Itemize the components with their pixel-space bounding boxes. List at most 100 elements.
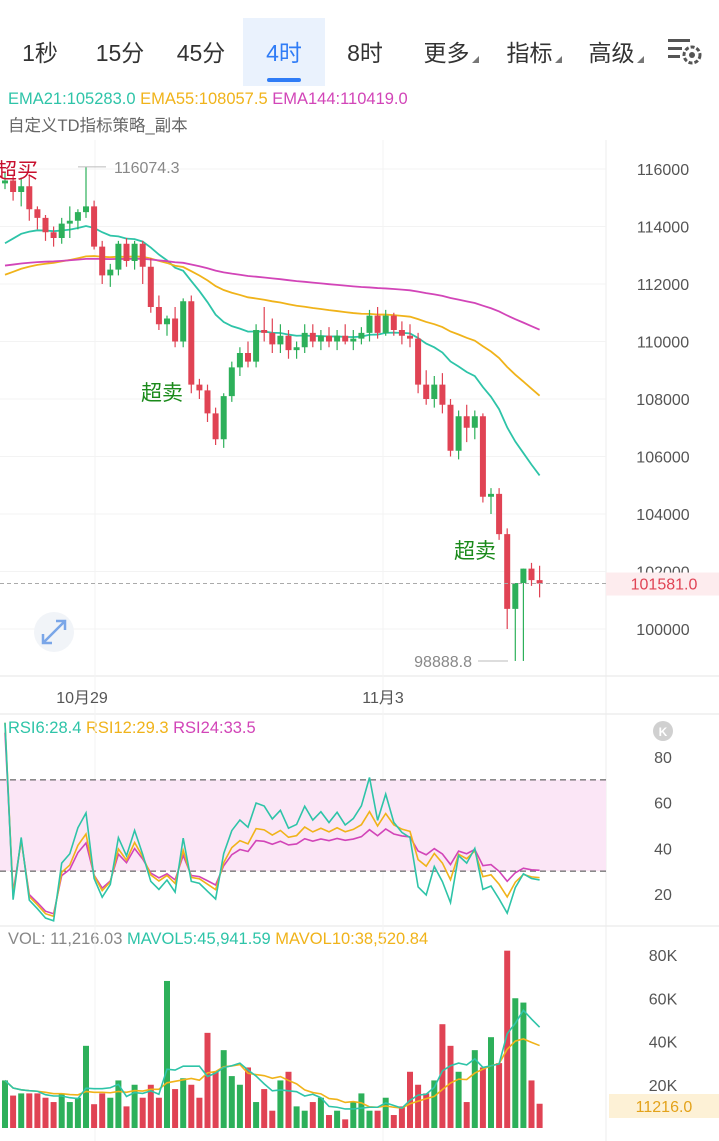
volume-bar bbox=[488, 1037, 494, 1128]
candle-body bbox=[91, 206, 98, 247]
volume-bar bbox=[447, 1045, 454, 1128]
volume-bar bbox=[504, 950, 511, 1128]
candle-body bbox=[528, 568, 535, 581]
time-axis-label: 10月29 bbox=[56, 690, 108, 707]
volume-bar bbox=[10, 1095, 17, 1128]
volume-bar bbox=[350, 1102, 357, 1128]
timeframe-tabs: 1秒 15分 45分 4时 8时 更多 指标 高级 bbox=[0, 18, 719, 86]
volume-bar bbox=[358, 1093, 365, 1128]
candle-body bbox=[131, 243, 138, 261]
rsi24-value: RSI24:33.5 bbox=[173, 719, 256, 737]
candle-body bbox=[366, 315, 373, 333]
tab-indicators[interactable]: 指标 bbox=[494, 18, 574, 86]
candle-body bbox=[58, 223, 65, 238]
volume-bar bbox=[123, 1106, 130, 1128]
candle-body bbox=[536, 580, 543, 584]
candle-body bbox=[83, 206, 89, 213]
candle-body bbox=[431, 384, 438, 399]
volume-bar bbox=[342, 1119, 349, 1128]
dropdown-triangle-icon bbox=[554, 56, 562, 63]
volume-bar bbox=[374, 1110, 381, 1128]
dropdown-triangle-icon bbox=[471, 56, 479, 63]
candle-body bbox=[463, 416, 470, 428]
volume-bar bbox=[58, 1093, 65, 1128]
volume-bar bbox=[512, 998, 519, 1128]
vol-tick-label: 40K bbox=[649, 1035, 678, 1052]
strategy-name: 自定义TD指标策略_副本 bbox=[8, 117, 188, 135]
volume-bar bbox=[115, 1080, 122, 1128]
candle-body bbox=[245, 353, 251, 362]
volume-bar bbox=[91, 1104, 98, 1128]
rsi-tick-label: 20 bbox=[654, 887, 672, 904]
rsi-tick-label: 80 bbox=[654, 750, 672, 767]
ema144-line bbox=[4, 257, 540, 331]
volume-bar bbox=[26, 1093, 33, 1128]
candle-body bbox=[66, 220, 73, 224]
candle-body bbox=[164, 318, 170, 325]
oversold-signal: 超卖 bbox=[141, 382, 183, 405]
tab-label: 8时 bbox=[347, 40, 383, 66]
volume-bar bbox=[455, 1071, 462, 1128]
tab-8h[interactable]: 8时 bbox=[325, 18, 405, 86]
candle-body bbox=[26, 186, 33, 210]
candle-body bbox=[447, 404, 454, 451]
volume-bar bbox=[261, 1089, 268, 1128]
dropdown-triangle-icon bbox=[636, 56, 644, 63]
tab-45m[interactable]: 45分 bbox=[160, 18, 242, 86]
volume-bar bbox=[34, 1093, 41, 1128]
candle-body bbox=[236, 353, 243, 368]
volume-bar bbox=[269, 1110, 276, 1128]
candle-body bbox=[212, 413, 219, 440]
volume-bar bbox=[188, 1084, 195, 1128]
mavol10-value: MAVOL10:38,520.84 bbox=[275, 930, 429, 948]
ema55-value: EMA55:108057.5 bbox=[140, 90, 268, 108]
tab-1s[interactable]: 1秒 bbox=[0, 18, 80, 86]
candle-body bbox=[10, 180, 17, 192]
candle-body bbox=[358, 332, 365, 339]
candle-body bbox=[415, 338, 422, 385]
tab-advanced[interactable]: 高级 bbox=[576, 18, 656, 86]
candle-body bbox=[99, 246, 106, 276]
candle-body bbox=[455, 416, 462, 451]
candle-body bbox=[123, 243, 130, 261]
price-tick-label: 110000 bbox=[637, 335, 689, 352]
candle-body bbox=[277, 335, 284, 345]
candle-body bbox=[139, 243, 146, 267]
candle-body bbox=[512, 583, 519, 609]
candle-body bbox=[172, 318, 179, 342]
volume-bar bbox=[74, 1097, 81, 1128]
vol-tick-label: 80K bbox=[649, 948, 678, 965]
vol-legend: VOL: 11,216.03 MAVOL5:45,941.59 MAVOL10:… bbox=[8, 930, 428, 949]
candle-body bbox=[326, 335, 332, 342]
candle-body bbox=[180, 301, 187, 342]
volume-bar bbox=[496, 1063, 503, 1128]
vol-tick-label: 60K bbox=[649, 991, 678, 1008]
candle-body bbox=[293, 347, 300, 351]
candle-body bbox=[342, 335, 349, 342]
candle-body bbox=[107, 269, 114, 276]
candle-body bbox=[407, 335, 413, 339]
candle-body bbox=[196, 384, 203, 391]
volume-bar bbox=[147, 1084, 154, 1128]
tab-15m[interactable]: 15分 bbox=[80, 18, 160, 86]
volume-bar bbox=[326, 1115, 332, 1128]
tab-label: 指标 bbox=[506, 40, 553, 66]
tab-more[interactable]: 更多 bbox=[410, 18, 492, 86]
expand-icon[interactable] bbox=[34, 612, 74, 652]
volume-bar bbox=[204, 1032, 211, 1128]
volume-bar bbox=[520, 1002, 527, 1128]
low-marker-label: 98888.8 bbox=[414, 654, 472, 671]
rsi6-value: RSI6:28.4 bbox=[8, 719, 82, 737]
candle-body bbox=[2, 180, 8, 184]
volume-bar bbox=[285, 1071, 292, 1128]
current-price-label: 101581.0 bbox=[631, 577, 698, 594]
candle-body bbox=[261, 330, 268, 333]
settings-gear-icon[interactable] bbox=[666, 36, 702, 68]
volume-bar bbox=[301, 1110, 308, 1128]
ema55-line bbox=[4, 255, 541, 397]
vol-tick-label: 20K bbox=[649, 1078, 678, 1095]
vol-current-label: 11216.0 bbox=[636, 1099, 693, 1116]
rsi-band bbox=[0, 779, 606, 872]
tab-4h[interactable]: 4时 bbox=[243, 18, 325, 86]
